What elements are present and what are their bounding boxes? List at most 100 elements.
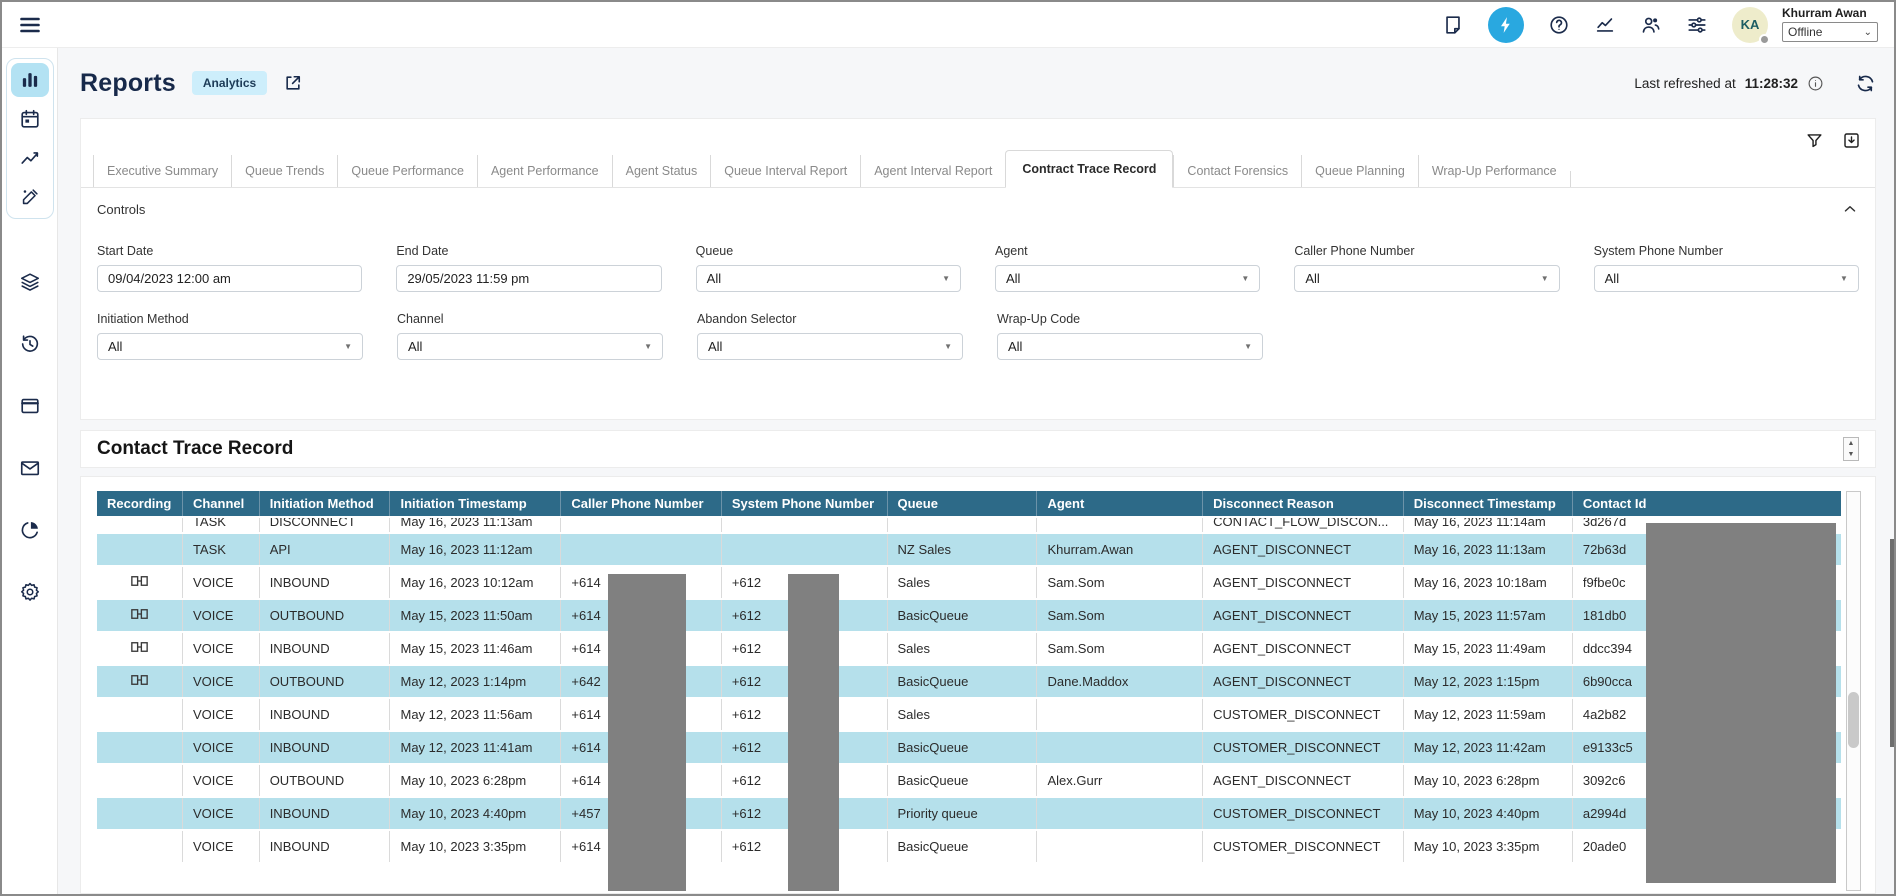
recording-icon[interactable] xyxy=(131,641,148,656)
cell-text: May 16, 2023 11:12am xyxy=(400,542,533,557)
table-scroll-stepper[interactable]: ▲ ▼ xyxy=(1843,437,1859,461)
cell-text: +612 xyxy=(731,707,762,722)
settings-sliders-icon[interactable] xyxy=(1686,14,1708,36)
external-link-icon[interactable] xyxy=(283,73,303,93)
design-brush-icon[interactable] xyxy=(11,180,49,214)
table-row[interactable]: VOICE INBOUND May 12, 2023 11:41am +614 +612… xyxy=(97,731,1841,765)
select-agent[interactable]: All ▼ xyxy=(994,265,1261,292)
gear-icon[interactable] xyxy=(11,575,49,609)
metrics-icon[interactable] xyxy=(1594,14,1616,36)
tab-executive-summary[interactable]: Executive Summary xyxy=(93,155,231,187)
cell-text: +612 xyxy=(731,740,762,755)
table-row[interactable]: TASK DISCONNECT May 16, 2023 11:13am CONTAC… xyxy=(97,517,1841,534)
cell-text: Alex.Gurr xyxy=(1047,773,1103,788)
column-header-contact-id[interactable]: Contact Id xyxy=(1572,491,1841,518)
cell-text: CUSTOMER_DISCONNECT xyxy=(1213,806,1381,821)
select-queue[interactable]: All ▼ xyxy=(695,265,961,292)
column-header-disconnect-timestamp[interactable]: Disconnect Timestamp xyxy=(1403,491,1573,518)
table-scrollbar[interactable] xyxy=(1846,491,1861,891)
chevron-up-icon[interactable] xyxy=(1841,200,1859,218)
select-abandon-selector[interactable]: All ▼ xyxy=(697,333,963,360)
table-card: Recording Channel Initiation Method Initiat… xyxy=(80,476,1876,894)
column-header-system-phone-number[interactable]: System Phone Number xyxy=(721,491,888,518)
filter-icon[interactable] xyxy=(1805,131,1824,150)
column-header-initiation-timestamp[interactable]: Initiation Timestamp xyxy=(389,491,562,518)
mail-icon[interactable] xyxy=(11,451,49,485)
cell-initiation-timestamp: May 16, 2023 11:13am xyxy=(389,517,562,534)
cell-text: Sam.Som xyxy=(1047,575,1105,590)
tab-queue-trends[interactable]: Queue Trends xyxy=(231,155,337,187)
select-caller-phone-number[interactable]: All ▼ xyxy=(1294,265,1560,292)
chevron-down-icon: ▼ xyxy=(644,342,652,351)
tab-contract-trace-record[interactable]: Contract Trace Record xyxy=(1005,150,1174,188)
bar-chart-icon[interactable] xyxy=(10,63,49,97)
input-start-date[interactable]: 09/04/2023 12:00 am xyxy=(97,265,363,292)
cell-text: +614 xyxy=(571,773,601,788)
stepper-up-icon[interactable]: ▲ xyxy=(1847,440,1855,447)
cell-channel: VOICE xyxy=(182,665,260,699)
column-header-initiation-method[interactable]: Initiation Method xyxy=(259,491,391,518)
recording-icon[interactable] xyxy=(131,575,148,590)
cell-agent: Dane.Maddox xyxy=(1036,665,1204,699)
table-scrollbar-thumb[interactable] xyxy=(1848,692,1859,748)
cell-disconnect-reason: CUSTOMER_DISCONNECT xyxy=(1202,797,1404,831)
cell-recording xyxy=(97,698,183,732)
avatar[interactable]: KA xyxy=(1732,6,1770,45)
table-row[interactable]: VOICE INBOUND May 16, 2023 10:12am +614 +612… xyxy=(97,566,1841,600)
page-scrollbar-thumb[interactable] xyxy=(1890,539,1894,747)
input-end-date[interactable]: 29/05/2023 11:59 pm xyxy=(396,265,662,292)
help-icon[interactable] xyxy=(1548,14,1570,36)
recording-icon[interactable] xyxy=(131,674,148,689)
download-icon[interactable] xyxy=(1842,131,1861,150)
agents-icon[interactable] xyxy=(1640,14,1662,36)
history-icon[interactable] xyxy=(11,327,49,361)
table-row[interactable]: VOICE INBOUND May 10, 2023 3:35pm +614 +612 B… xyxy=(97,830,1841,864)
select-channel[interactable]: All ▼ xyxy=(397,333,663,360)
cell-text: +614 xyxy=(571,641,601,656)
layers-icon[interactable] xyxy=(11,265,49,299)
window-icon[interactable] xyxy=(11,389,49,423)
tab-queue-planning[interactable]: Queue Planning xyxy=(1301,155,1418,187)
tab-wrap-up-performance[interactable]: Wrap-Up Performance xyxy=(1417,155,1570,187)
calendar-icon[interactable] xyxy=(11,102,49,136)
column-header-agent[interactable]: Agent xyxy=(1036,491,1204,518)
recording-icon[interactable] xyxy=(131,608,148,623)
status-select[interactable]: Offline ⌄ xyxy=(1782,22,1878,42)
refresh-icon[interactable] xyxy=(1855,73,1876,94)
table-row[interactable]: VOICE OUTBOUND May 12, 2023 1:14pm +642 +612… xyxy=(97,665,1841,699)
select-wrap-up-code[interactable]: All ▼ xyxy=(997,333,1263,360)
column-header-recording[interactable]: Recording xyxy=(97,491,183,518)
column-header-channel[interactable]: Channel xyxy=(182,491,260,518)
tab-contact-forensics[interactable]: Contact Forensics xyxy=(1173,155,1301,187)
select-system-phone-number[interactable]: All ▼ xyxy=(1593,265,1859,292)
cell-agent: Alex.Gurr xyxy=(1036,764,1204,798)
bolt-icon[interactable] xyxy=(1488,6,1524,43)
cell-text: May 12, 2023 1:15pm xyxy=(1413,674,1540,689)
pie-chart-icon[interactable] xyxy=(11,513,49,547)
cell-initiation-method: API xyxy=(259,533,391,567)
tab-queue-performance[interactable]: Queue Performance xyxy=(337,155,477,187)
tab-agent-interval-report[interactable]: Agent Interval Report xyxy=(860,155,1005,187)
table-row[interactable]: VOICE OUTBOUND May 15, 2023 11:50am +614 +61… xyxy=(97,599,1841,633)
tab-agent-performance[interactable]: Agent Performance xyxy=(476,155,612,187)
table-row[interactable]: VOICE OUTBOUND May 10, 2023 6:28pm +614 +612… xyxy=(97,764,1841,798)
info-icon[interactable] xyxy=(1807,75,1824,92)
chevron-down-icon: ⌄ xyxy=(1863,26,1872,38)
column-header-disconnect-reason[interactable]: Disconnect Reason xyxy=(1202,491,1404,518)
tab-agent-status[interactable]: Agent Status xyxy=(611,155,711,187)
select-initiation-method[interactable]: All ▼ xyxy=(97,333,363,360)
hamburger-menu-icon[interactable] xyxy=(18,13,42,37)
column-header-caller-phone-number[interactable]: Caller Phone Number xyxy=(560,491,722,518)
stepper-down-icon[interactable]: ▼ xyxy=(1847,451,1855,458)
column-header-queue[interactable]: Queue xyxy=(887,491,1038,518)
table-row[interactable]: TASK API May 16, 2023 11:12am NZ Sales Khurr… xyxy=(97,533,1841,567)
table-row[interactable]: VOICE INBOUND May 12, 2023 11:56am +614 +612… xyxy=(97,698,1841,732)
line-chart-icon[interactable] xyxy=(11,141,49,175)
cell-text: AGENT_DISCONNECT xyxy=(1213,641,1352,656)
cell-text: VOICE xyxy=(192,641,234,656)
tab-queue-interval-report[interactable]: Queue Interval Report xyxy=(710,155,860,187)
cell-initiation-method: OUTBOUND xyxy=(259,599,391,633)
table-row[interactable]: VOICE INBOUND May 10, 2023 4:40pm +457 +612 P… xyxy=(97,797,1841,831)
table-row[interactable]: VOICE INBOUND May 15, 2023 11:46am +614 +612… xyxy=(97,632,1841,666)
notes-icon[interactable] xyxy=(1442,14,1464,36)
